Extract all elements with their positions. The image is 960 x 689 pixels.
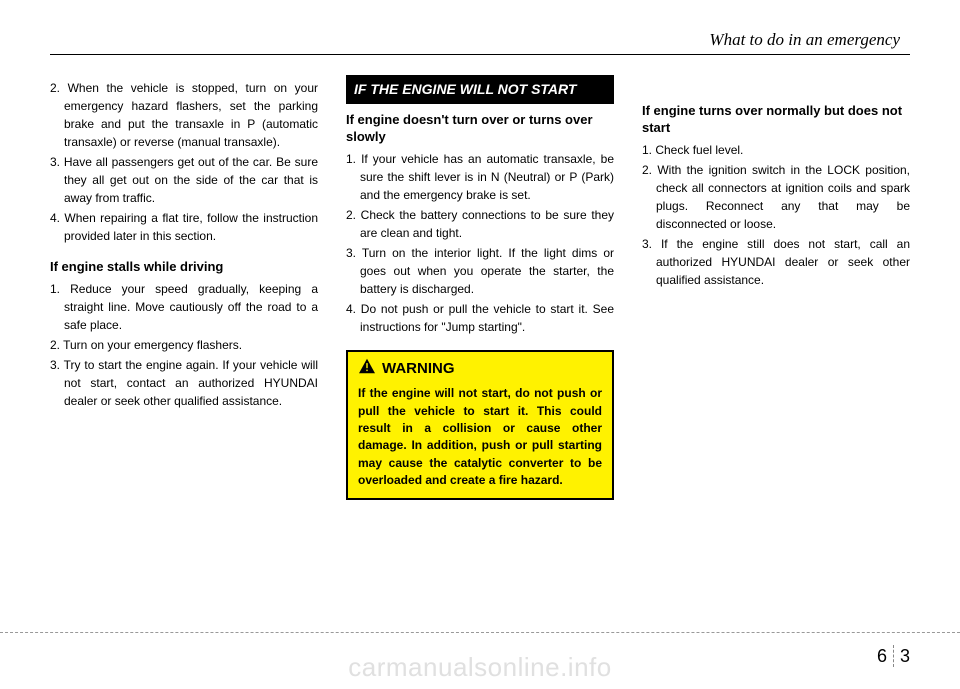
- footer-dashed-line: [0, 632, 960, 633]
- section-title-bar: IF THE ENGINE WILL NOT START: [346, 75, 614, 104]
- watermark-text: carmanualsonline.info: [0, 652, 960, 683]
- subheading: If engine doesn't turn over or turns ove…: [346, 112, 614, 146]
- body-text: 2. When the vehicle is stopped, turn on …: [50, 79, 318, 151]
- warning-callout: WARNING If the engine will not start, do…: [346, 350, 614, 500]
- body-text: 1. Check fuel level.: [642, 141, 910, 159]
- warning-label: WARNING: [382, 358, 455, 381]
- warning-triangle-icon: [358, 358, 376, 382]
- body-text: 2. Check the battery connections to be s…: [346, 206, 614, 242]
- page-number: 3: [894, 646, 910, 667]
- column-3: If engine turns over normally but does n…: [642, 79, 910, 500]
- body-text: 3. Turn on the interior light. If the li…: [346, 244, 614, 298]
- content-columns: 2. When the vehicle is stopped, turn on …: [50, 79, 910, 500]
- column-2: IF THE ENGINE WILL NOT START If engine d…: [346, 79, 614, 500]
- subheading: If engine stalls while driving: [50, 259, 318, 276]
- body-text: 2. Turn on your emergency flashers.: [50, 336, 318, 354]
- column-1: 2. When the vehicle is stopped, turn on …: [50, 79, 318, 500]
- body-text: 4. When repairing a flat tire, follow th…: [50, 209, 318, 245]
- body-text: 1. Reduce your speed gradually, keeping …: [50, 280, 318, 334]
- page-footer: 6 3: [877, 645, 910, 667]
- body-text: 2. With the ignition switch in the LOCK …: [642, 161, 910, 233]
- page: What to do in an emergency 2. When the v…: [0, 0, 960, 520]
- body-text: 1. If your vehicle has an automatic tran…: [346, 150, 614, 204]
- warning-header: WARNING: [358, 358, 602, 382]
- body-text: 4. Do not push or pull the vehicle to st…: [346, 300, 614, 336]
- body-text: 3. If the engine still does not start, c…: [642, 235, 910, 289]
- body-text: 3. Have all passengers get out of the ca…: [50, 153, 318, 207]
- subheading: If engine turns over normally but does n…: [642, 103, 910, 137]
- chapter-header: What to do in an emergency: [50, 30, 910, 55]
- body-text: 3. Try to start the engine again. If you…: [50, 356, 318, 410]
- chapter-number: 6: [877, 645, 894, 667]
- warning-body: If the engine will not start, do not pus…: [358, 385, 602, 489]
